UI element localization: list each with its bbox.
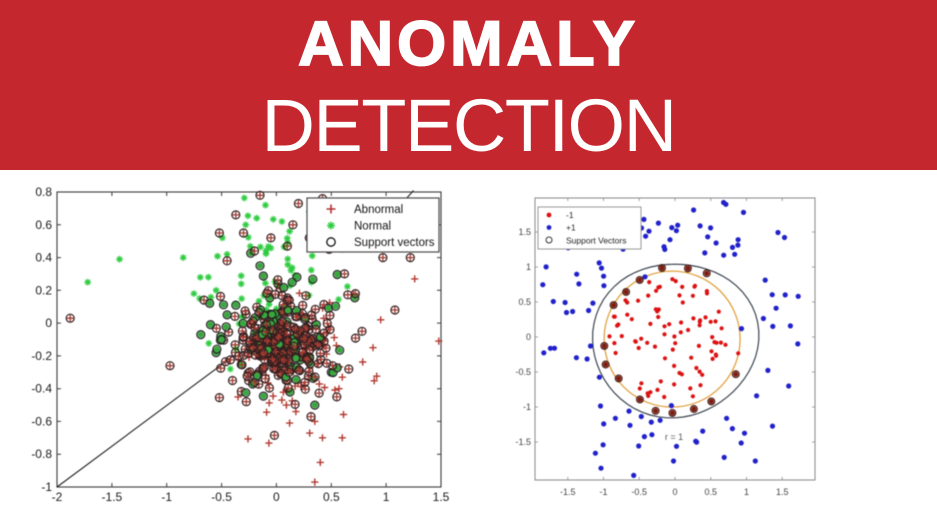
svg-text:1: 1 [383, 490, 390, 504]
svg-text:0.8: 0.8 [35, 185, 52, 199]
svg-text:1.5: 1.5 [518, 227, 531, 237]
svg-text:-1: -1 [599, 487, 607, 497]
svg-text:-1.5: -1.5 [515, 437, 531, 447]
svg-text:-0.2: -0.2 [31, 349, 52, 363]
svg-text:-1: -1 [161, 490, 172, 504]
svg-text:Abnormal: Abnormal [354, 204, 403, 216]
svg-text:0.4: 0.4 [35, 251, 52, 265]
svg-text:0.5: 0.5 [518, 297, 531, 307]
svg-text:0.5: 0.5 [705, 487, 718, 497]
svg-text:-1.5: -1.5 [560, 487, 576, 497]
svg-text:0: 0 [273, 490, 280, 504]
svg-text:0.2: 0.2 [35, 283, 52, 297]
svg-text:-0.8: -0.8 [31, 447, 52, 461]
svg-text:1.5: 1.5 [776, 487, 789, 497]
svg-text:1: 1 [526, 262, 531, 272]
svg-text:-1: -1 [41, 480, 52, 494]
svg-text:r = 1: r = 1 [665, 432, 683, 442]
svg-text:-0.6: -0.6 [31, 414, 52, 428]
svg-text:1.5: 1.5 [433, 490, 450, 504]
svg-text:Support vectors: Support vectors [354, 237, 435, 249]
svg-text:-1.5: -1.5 [102, 490, 123, 504]
svg-text:0: 0 [672, 487, 677, 497]
svg-text:-0.4: -0.4 [31, 382, 52, 396]
svg-text:0: 0 [45, 316, 52, 330]
svg-text:-1: -1 [523, 402, 531, 412]
svg-text:-1: -1 [566, 210, 574, 220]
svg-text:Support Vectors: Support Vectors [566, 236, 626, 246]
svg-text:-0.5: -0.5 [211, 490, 232, 504]
svg-text:0: 0 [526, 332, 531, 342]
svg-text:-0.5: -0.5 [515, 367, 531, 377]
svg-text:0.5: 0.5 [323, 490, 340, 504]
svg-text:+1: +1 [566, 223, 576, 233]
svg-text:Normal: Normal [354, 221, 391, 233]
svg-text:1: 1 [744, 487, 749, 497]
svg-text:0.6: 0.6 [35, 218, 52, 232]
svg-text:-2: -2 [52, 490, 63, 504]
svg-text:-0.5: -0.5 [631, 487, 647, 497]
